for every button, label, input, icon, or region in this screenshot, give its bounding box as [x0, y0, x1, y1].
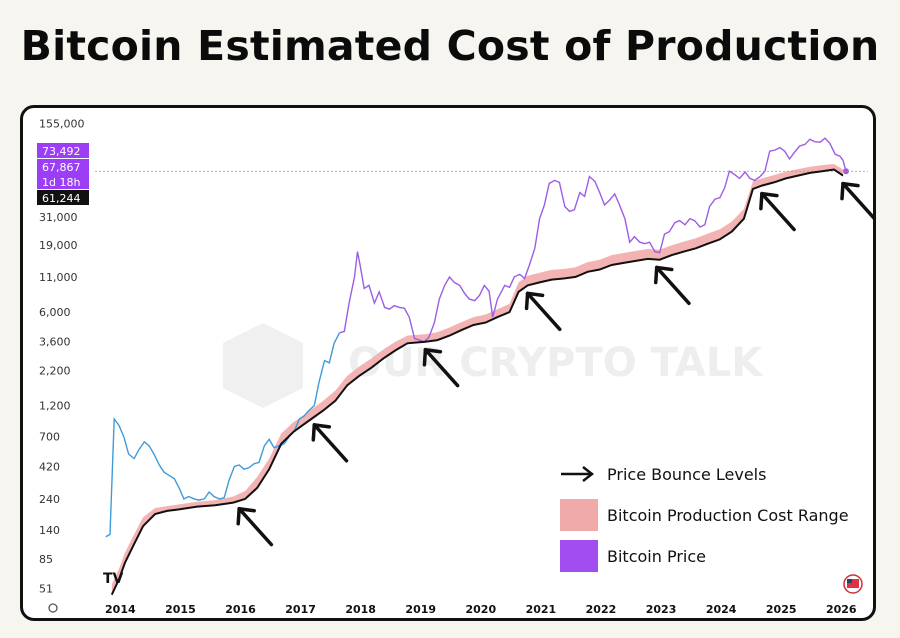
legend-item: Bitcoin Price: [560, 540, 706, 572]
bounce-arrow: [524, 291, 562, 332]
watermark-text: OUR CRYPTO TALK: [348, 340, 764, 386]
price-badge: 67,867: [37, 159, 89, 174]
bounce-arrow: [236, 506, 274, 547]
y-tick-label: 2,200: [39, 364, 71, 377]
y-tick-label: 31,000: [39, 211, 78, 224]
price-line-late: [339, 137, 847, 343]
y-tick-label: 140: [39, 524, 60, 537]
bounce-arrow-shaft: [760, 191, 796, 232]
production-cost-line: [110, 168, 844, 596]
x-tick-label: 2019: [405, 603, 436, 616]
price-badge-text: 73,492: [42, 145, 81, 158]
bounce-arrow-shaft: [841, 181, 873, 220]
bounce-arrow-shaft: [237, 506, 274, 547]
legend-item: Bitcoin Production Cost Range: [560, 499, 849, 531]
x-tick-label: 2023: [646, 603, 677, 616]
bounce-arrow-head: [311, 423, 332, 442]
y-tick-label: 11,000: [39, 271, 78, 284]
us-flag-icon[interactable]: [843, 574, 863, 594]
chart-title: Bitcoin Estimated Cost of Production: [20, 22, 880, 70]
bounce-arrow-shaft: [312, 423, 349, 463]
bounce-arrow: [759, 191, 796, 232]
x-tick-label: 2026: [826, 603, 857, 616]
x-tick-label: 2017: [285, 603, 316, 616]
price-badge-bg: [37, 159, 89, 174]
bounce-arrow-head: [422, 347, 443, 367]
bounce-arrow-shaft: [525, 291, 562, 332]
legend-label: Price Bounce Levels: [607, 465, 766, 484]
bounce-arrow: [311, 423, 349, 463]
price-badge: 1d 18h: [37, 174, 89, 189]
legend-label: Bitcoin Price: [607, 547, 706, 566]
x-tick-label: 2014: [105, 603, 136, 616]
x-tick-label: 2022: [586, 603, 617, 616]
price-line-early: [105, 332, 341, 538]
price-badge: 73,492: [37, 143, 89, 158]
x-tick-label: 2021: [526, 603, 557, 616]
y-tick-label: 19,000: [39, 239, 78, 252]
y-tick-label: 155,000: [39, 117, 85, 130]
legend-arrow-head: [582, 466, 595, 482]
us-flag-canton: [847, 579, 852, 583]
x-tick-label: 2020: [466, 603, 497, 616]
y-tick-label: 85: [39, 553, 53, 566]
x-tick-label: 2024: [706, 603, 737, 616]
y-tick-label: 1,200: [39, 399, 71, 412]
legend-label: Bitcoin Production Cost Range: [607, 506, 849, 525]
y-tick-label: 6,000: [39, 306, 71, 319]
legend-swatch: [560, 499, 598, 531]
bounce-arrow-head: [236, 506, 256, 526]
x-tick-label: 2018: [345, 603, 376, 616]
bounce-arrow: [653, 265, 691, 306]
price-badge-text: 1d 18h: [42, 176, 80, 189]
y-tick-label: 51: [39, 583, 53, 596]
y-tick-label: 420: [39, 460, 60, 473]
watermark-logo: [223, 323, 303, 408]
price-badge-bg: [37, 143, 89, 158]
bounce-arrow: [422, 347, 460, 388]
bounce-arrow-shaft: [423, 347, 460, 388]
current-price-dot: [842, 168, 849, 175]
bounce-arrow: [840, 181, 873, 220]
x-tick-label: 2016: [225, 603, 256, 616]
bounce-arrow-head: [759, 191, 779, 211]
chart-svg: OUR CRYPTO TALK 155,000 31,000 19,000 11,00…: [37, 117, 873, 616]
y-tick-label: 240: [39, 493, 60, 506]
bounce-arrow-shaft: [654, 265, 691, 306]
x-tick-label: 2015: [165, 603, 196, 616]
y-tick-label: 3,600: [39, 336, 71, 349]
x-tick-label: 2025: [766, 603, 797, 616]
legend-swatch: [560, 540, 598, 572]
price-badge-bg: [37, 190, 89, 205]
price-badge-text: 61,244: [42, 192, 81, 205]
us-flag-stripes: [847, 579, 859, 588]
bounce-arrow-head: [840, 181, 860, 201]
bounce-arrow-head: [653, 265, 674, 285]
chart-card: OUR CRYPTO TALK 155,000 31,000 19,000 11,00…: [20, 105, 876, 621]
price-badge-text: 67,867: [42, 161, 81, 174]
gear-icon[interactable]: [48, 603, 58, 613]
bounce-arrow-head: [524, 291, 545, 311]
price-badge-bg: [37, 174, 89, 189]
legend-item: Price Bounce Levels: [561, 465, 766, 484]
y-tick-label: 700: [39, 431, 60, 444]
price-badge: 61,244: [37, 190, 89, 205]
tradingview-logo: TV: [103, 571, 124, 587]
